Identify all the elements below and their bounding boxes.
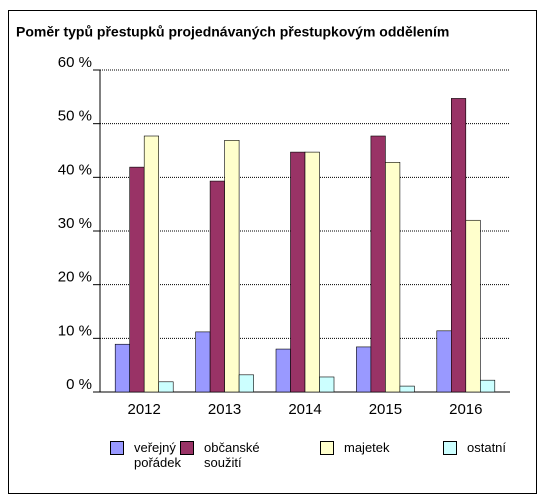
frame bbox=[8, 10, 537, 494]
legend-label: ostatní bbox=[467, 440, 507, 455]
y-tick-label: 0 % bbox=[66, 376, 92, 393]
bar bbox=[158, 381, 174, 393]
chart-title: Poměr typů přestupků projednávaných přes… bbox=[16, 24, 449, 40]
y-tick-label: 50 % bbox=[58, 108, 92, 125]
y-tick-label: 60 % bbox=[58, 54, 92, 71]
bar bbox=[143, 135, 159, 393]
bar bbox=[385, 162, 401, 393]
bar bbox=[290, 151, 306, 393]
legend-swatch bbox=[320, 441, 334, 455]
bar bbox=[224, 140, 240, 393]
bar bbox=[370, 135, 386, 393]
y-tick-label: 10 % bbox=[58, 322, 92, 339]
bar bbox=[114, 343, 130, 393]
bar bbox=[319, 376, 335, 393]
legend-item: ostatní bbox=[443, 440, 537, 455]
bar bbox=[465, 219, 481, 393]
y-tick-label: 40 % bbox=[58, 161, 92, 178]
bar bbox=[129, 166, 145, 393]
legend-item: občanské soužití bbox=[180, 440, 274, 470]
legend-swatch bbox=[110, 441, 124, 455]
y-tick-label: 30 % bbox=[58, 215, 92, 232]
bar bbox=[209, 180, 225, 393]
x-tick-label: 2016 bbox=[449, 401, 482, 418]
x-tick-label: 2013 bbox=[208, 401, 241, 418]
legend-swatch bbox=[443, 441, 457, 455]
bar bbox=[399, 385, 415, 393]
bar bbox=[304, 151, 320, 393]
bar bbox=[436, 330, 452, 393]
legend-swatch bbox=[180, 441, 194, 455]
legend-item: majetek bbox=[320, 440, 424, 455]
bar bbox=[238, 374, 254, 393]
bar bbox=[479, 379, 496, 393]
bar bbox=[195, 331, 211, 393]
legend-label: majetek bbox=[344, 440, 390, 455]
legend-item: veřejný pořádek bbox=[110, 440, 194, 470]
x-tick-label: 2012 bbox=[128, 401, 161, 418]
legend-label: veřejný pořádek bbox=[134, 440, 181, 470]
y-tick-label: 20 % bbox=[58, 269, 92, 286]
x-tick-label: 2015 bbox=[369, 401, 402, 418]
x-tick-label: 2014 bbox=[288, 401, 321, 418]
bar bbox=[275, 348, 291, 393]
bar bbox=[356, 346, 372, 393]
legend-label: občanské soužití bbox=[204, 440, 260, 470]
bar bbox=[450, 98, 467, 393]
